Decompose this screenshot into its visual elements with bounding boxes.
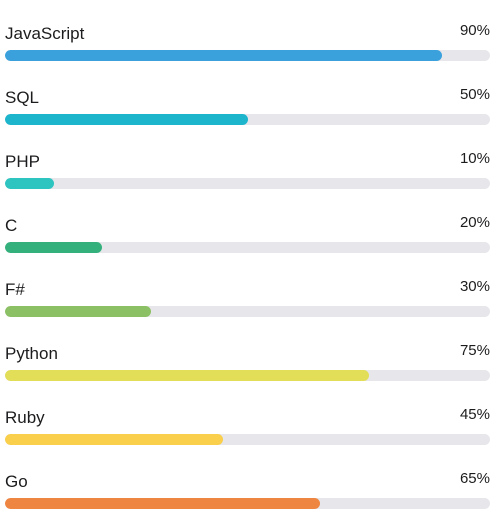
progress-track	[5, 50, 490, 61]
skill-name: F#	[5, 280, 25, 299]
skill-percent: 65%	[459, 470, 490, 487]
progress-fill	[5, 178, 54, 189]
progress-fill	[5, 370, 369, 381]
progress-fill	[5, 242, 102, 253]
skill-percent: 75%	[459, 342, 490, 359]
progress-track	[5, 178, 490, 189]
skill-ruby: Ruby 45%	[5, 406, 490, 456]
skill-name: Go	[5, 472, 28, 491]
progress-track	[5, 498, 490, 509]
skill-name: Python	[5, 344, 58, 363]
progress-fill	[5, 434, 224, 445]
progress-fill	[5, 498, 321, 509]
skill-percent: 20%	[459, 214, 490, 231]
progress-track	[5, 370, 490, 381]
progress-track	[5, 114, 490, 125]
progress-fill	[5, 50, 442, 61]
skill-fsharp: F# 30%	[5, 278, 490, 328]
progress-track	[5, 434, 490, 445]
progress-track	[5, 306, 490, 317]
skill-name: PHP	[5, 152, 40, 171]
skill-name: JavaScript	[5, 24, 85, 43]
skill-percent: 50%	[459, 86, 490, 103]
progress-fill	[5, 114, 248, 125]
skill-go: Go 65%	[5, 470, 490, 520]
skill-name: C	[5, 216, 18, 235]
skill-name: Ruby	[5, 408, 45, 427]
skill-javascript: JavaScript 90%	[5, 22, 490, 72]
skill-php: PHP 10%	[5, 150, 490, 200]
progress-fill	[5, 306, 151, 317]
skill-python: Python 75%	[5, 342, 490, 392]
skill-percent: 90%	[459, 22, 490, 39]
progress-track	[5, 242, 490, 253]
skill-percent: 30%	[459, 278, 490, 295]
skill-percent: 45%	[459, 406, 490, 423]
skill-percent: 10%	[459, 150, 490, 167]
skill-sql: SQL 50%	[5, 86, 490, 136]
skill-c: C 20%	[5, 214, 490, 264]
skill-name: SQL	[5, 88, 40, 107]
